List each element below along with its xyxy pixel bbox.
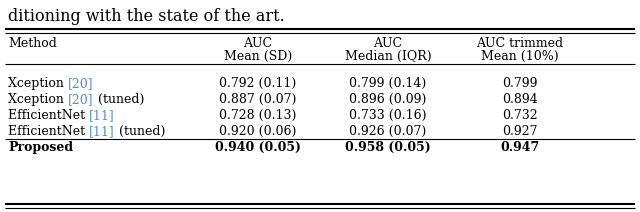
Text: 0.920 (0.06): 0.920 (0.06) [220,125,297,138]
Text: 0.799 (0.14): 0.799 (0.14) [349,77,427,90]
Text: AUC trimmed: AUC trimmed [476,37,564,50]
Text: [20]: [20] [68,93,93,106]
Text: 0.958 (0.05): 0.958 (0.05) [345,141,431,154]
Text: (tuned): (tuned) [115,125,165,138]
Text: 0.887 (0.07): 0.887 (0.07) [220,93,297,106]
Text: Xception: Xception [8,77,68,90]
Text: Method: Method [8,37,57,50]
Text: ditioning with the state of the art.: ditioning with the state of the art. [8,8,285,25]
Text: 0.940 (0.05): 0.940 (0.05) [215,141,301,154]
Text: 0.792 (0.11): 0.792 (0.11) [220,77,296,90]
Text: 0.947: 0.947 [500,141,540,154]
Text: Proposed: Proposed [8,141,73,154]
Text: Mean (10%): Mean (10%) [481,50,559,63]
Text: Median (IQR): Median (IQR) [345,50,431,63]
Text: Xception: Xception [8,93,68,106]
Text: EfficientNet: EfficientNet [8,109,89,122]
Text: [20]: [20] [68,77,93,90]
Text: Mean (SD): Mean (SD) [224,50,292,63]
Text: [11]: [11] [89,109,115,122]
Text: 0.728 (0.13): 0.728 (0.13) [220,109,297,122]
Text: AUC: AUC [243,37,273,50]
Text: EfficientNet: EfficientNet [8,125,89,138]
Text: 0.732: 0.732 [502,109,538,122]
Text: AUC: AUC [373,37,403,50]
Text: (tuned): (tuned) [93,93,144,106]
Text: 0.927: 0.927 [502,125,538,138]
Text: 0.896 (0.09): 0.896 (0.09) [349,93,427,106]
Text: [11]: [11] [89,125,115,138]
Text: 0.926 (0.07): 0.926 (0.07) [349,125,427,138]
Text: 0.733 (0.16): 0.733 (0.16) [349,109,427,122]
Text: 0.894: 0.894 [502,93,538,106]
Text: 0.799: 0.799 [502,77,538,90]
